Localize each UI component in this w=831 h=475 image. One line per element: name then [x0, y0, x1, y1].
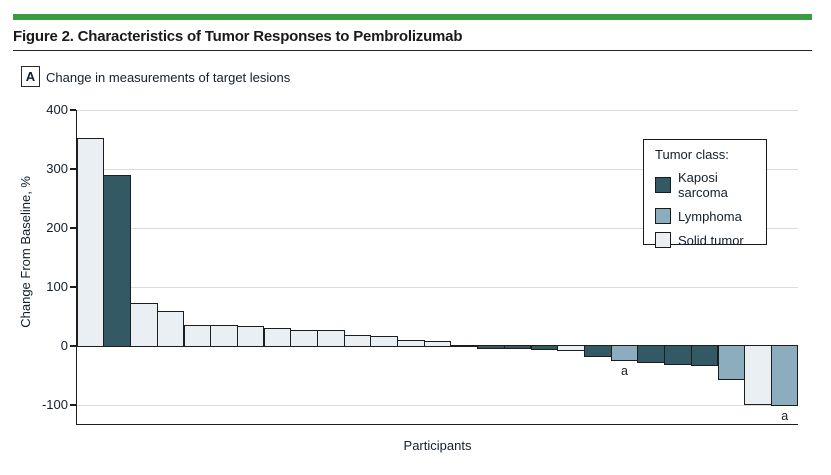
y-tick-label: 400 [46, 102, 68, 117]
bar-solid_tumor [557, 344, 585, 351]
bar-kaposi_sarcoma [584, 344, 612, 358]
bar-solid_tumor [343, 335, 372, 348]
annotation-footnote: a [781, 409, 789, 423]
bar-solid_tumor [317, 330, 345, 348]
bar-solid_tumor [76, 138, 105, 348]
y-axis-tick [70, 286, 76, 288]
x-axis-title: Participants [403, 438, 472, 453]
legend-swatch-kaposi_sarcoma [655, 177, 671, 193]
gridline [77, 405, 798, 406]
bar-solid_tumor [370, 335, 398, 348]
legend-label: Lymphoma [678, 208, 742, 224]
bar-solid_tumor [210, 325, 238, 348]
bar-kaposi_sarcoma [637, 344, 665, 363]
y-tick-label: -100 [41, 397, 68, 412]
y-axis-tick [70, 345, 76, 347]
panel-label-a: A [21, 66, 40, 87]
bar-solid_tumor [744, 344, 772, 406]
y-axis-line [75, 110, 77, 425]
bar-kaposi_sarcoma [503, 344, 532, 349]
bar-kaposi_sarcoma [477, 344, 505, 349]
legend-item: Kaposi sarcoma [655, 170, 766, 200]
figure-title: Figure 2. Characteristics of Tumor Respo… [13, 28, 463, 45]
bar-lymphoma [717, 344, 746, 381]
y-tick-label: 300 [46, 161, 68, 176]
y-axis-tick [70, 109, 76, 111]
bar-kaposi_sarcoma [690, 344, 719, 367]
panel-title: Change in measurements of target lesions [46, 70, 291, 85]
annotation-footnote: a [621, 363, 628, 378]
title-divider [13, 50, 812, 51]
legend-items: Kaposi sarcoma Lymphoma Solid tumor [644, 170, 766, 248]
y-tick-label: 0 [60, 338, 68, 353]
legend-item: Lymphoma [655, 208, 766, 224]
y-axis-tick [70, 227, 76, 229]
y-tick-label: 200 [46, 220, 68, 235]
bar-solid_tumor [156, 310, 185, 348]
gridline [77, 110, 798, 111]
bar-solid_tumor [290, 329, 318, 348]
bar-solid_tumor [183, 324, 212, 348]
bar-solid_tumor [397, 339, 425, 348]
legend-swatch-lymphoma [655, 208, 671, 224]
y-axis-tick [70, 404, 76, 406]
legend-label: Kaposi sarcoma [678, 170, 728, 200]
bar-lymphoma [610, 344, 639, 361]
bar-kaposi_sarcoma [664, 344, 692, 366]
accent-bar [13, 14, 812, 20]
y-axis-title: Change From Baseline, % [18, 176, 33, 328]
legend: Tumor class: Kaposi sarcoma Lymphoma Solid… [643, 139, 767, 248]
bar-solid_tumor [423, 341, 452, 348]
bar-kaposi_sarcoma [103, 174, 131, 348]
y-axis-tick [70, 168, 76, 170]
bar-solid_tumor [130, 303, 158, 348]
legend-label: Solid tumor [678, 232, 744, 248]
legend-title: Tumor class: [655, 147, 729, 162]
bar-solid_tumor [263, 328, 292, 348]
plot-bottom-line [75, 423, 798, 426]
bar-lymphoma [770, 344, 799, 407]
gridline [77, 228, 798, 229]
gridline [77, 287, 798, 288]
legend-item: Solid tumor [655, 232, 766, 248]
gridline [77, 169, 798, 170]
legend-swatch-solid_tumor [655, 232, 671, 248]
bar-kaposi_sarcoma [530, 344, 559, 351]
bar-solid_tumor [236, 325, 265, 348]
y-tick-label: 100 [46, 279, 68, 294]
